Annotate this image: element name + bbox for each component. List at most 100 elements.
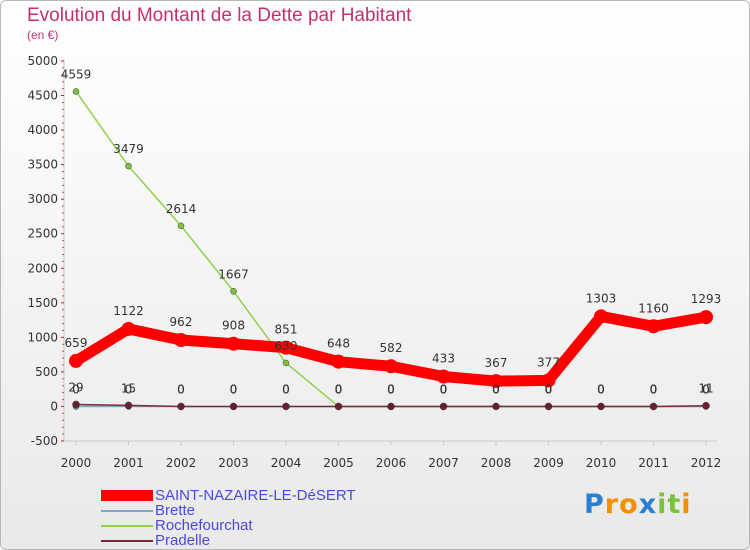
data-label: 0 xyxy=(230,382,238,396)
x-tick-label: 2009 xyxy=(533,456,564,470)
data-label: 0 xyxy=(335,382,343,396)
x-tick-label: 2006 xyxy=(376,456,407,470)
logo-letter: i xyxy=(657,489,668,520)
data-label: 1122 xyxy=(113,304,144,318)
data-label: 0 xyxy=(440,382,448,396)
data-point xyxy=(387,402,395,411)
data-point xyxy=(334,402,343,411)
data-point xyxy=(702,401,710,410)
legend-swatch xyxy=(101,510,153,512)
data-point xyxy=(125,162,132,170)
legend-label: Pradelle xyxy=(155,532,211,549)
data-label: 0 xyxy=(597,382,605,396)
data-label: 0 xyxy=(440,382,448,396)
x-tick-label: 2008 xyxy=(481,456,512,470)
data-label: 2614 xyxy=(166,202,197,216)
x-tick-label: 2010 xyxy=(586,456,617,470)
legend-swatch xyxy=(101,490,153,501)
x-tick-label: 2011 xyxy=(638,456,669,470)
data-label: 0 xyxy=(125,382,133,396)
logo-letter: t xyxy=(667,489,682,520)
data-label: 1160 xyxy=(638,301,669,315)
data-point xyxy=(439,402,448,411)
data-label: 962 xyxy=(170,315,193,329)
data-labels-1: 0 0 0 0 0 0 0 0 0 0 0 0 0 xyxy=(72,382,710,396)
data-label: 0 xyxy=(387,382,395,396)
data-point xyxy=(646,319,661,334)
y-tick-label: 500 xyxy=(35,365,58,379)
x-tick-label: 2000 xyxy=(61,456,92,470)
data-label: 367 xyxy=(485,356,508,370)
data-label: 29 xyxy=(68,380,83,394)
data-label: 0 xyxy=(335,382,343,396)
data-label: 0 xyxy=(545,382,553,396)
data-label: 0 xyxy=(440,382,448,396)
y-tick-label: 2000 xyxy=(27,261,58,275)
data-label: 0 xyxy=(545,382,553,396)
x-tick-label: 2012 xyxy=(691,456,722,470)
data-point xyxy=(492,402,500,411)
data-point xyxy=(230,288,237,295)
data-label: 1667 xyxy=(218,267,249,281)
data-labels-3: 29 15 0 0 0 0 0 0 0 0 0 0 11 xyxy=(68,380,713,396)
data-label: 0 xyxy=(650,382,658,396)
legend-label: Rochefourchat xyxy=(155,517,253,534)
data-label: 4559 xyxy=(61,67,92,81)
data-label: 0 xyxy=(282,382,290,396)
data-label: 0 xyxy=(387,382,395,396)
data-point xyxy=(124,401,133,410)
data-point xyxy=(282,359,290,367)
data-label: 0 xyxy=(597,382,605,396)
data-label: 0 xyxy=(282,382,290,396)
data-label: 0 xyxy=(650,382,658,396)
logo-letter: i xyxy=(681,489,692,520)
x-tick-label: 2002 xyxy=(166,456,197,470)
y-tick-label: 0 xyxy=(50,399,58,413)
y-tick-label: 2500 xyxy=(27,227,58,241)
data-label: 648 xyxy=(327,337,350,351)
series-pradelle xyxy=(72,400,710,411)
logo-letter: r xyxy=(604,489,620,520)
data-label: 0 xyxy=(177,382,185,396)
data-label: 0 xyxy=(492,382,500,396)
data-label: 0 xyxy=(335,382,343,396)
data-point xyxy=(436,369,451,384)
data-point xyxy=(282,402,290,411)
data-point xyxy=(177,222,185,230)
chart-subtitle: (en €) xyxy=(27,28,59,42)
data-label: 0 xyxy=(177,382,185,396)
legend-swatch xyxy=(101,540,153,542)
data-label: 1303 xyxy=(586,291,617,305)
logo-letter: P xyxy=(584,489,605,520)
data-label: 1293 xyxy=(691,292,722,306)
series-saint-nazaire-le-d-sert xyxy=(69,309,713,389)
data-label: 582 xyxy=(380,341,403,355)
data-label: 630 xyxy=(275,339,298,353)
data-label: 0 xyxy=(230,382,238,396)
legend-swatch xyxy=(101,525,153,527)
data-label: 0 xyxy=(492,382,500,396)
data-point xyxy=(597,402,605,411)
data-point xyxy=(72,88,80,95)
data-point xyxy=(121,321,136,336)
data-point xyxy=(331,354,346,369)
y-tick-label: 3500 xyxy=(27,158,58,172)
y-tick-label: 1500 xyxy=(27,296,58,310)
series-line xyxy=(75,90,707,408)
data-label: 0 xyxy=(72,382,80,396)
data-point xyxy=(541,373,556,388)
data-label: 377 xyxy=(537,355,560,369)
data-label: 659 xyxy=(65,336,88,350)
x-tick-label: 2001 xyxy=(113,456,144,470)
logo-letter: o xyxy=(619,489,639,520)
data-point xyxy=(699,310,713,325)
data-label: 433 xyxy=(432,352,455,366)
chart-title: Evolution du Montant de la Dette par Hab… xyxy=(27,5,412,26)
data-point xyxy=(279,340,293,355)
data-label: 0 xyxy=(545,382,553,396)
legend-label: Brette xyxy=(155,502,196,519)
data-label: 0 xyxy=(702,382,710,396)
logo-letter: x xyxy=(638,489,658,520)
y-tick-label: 4000 xyxy=(27,123,58,137)
